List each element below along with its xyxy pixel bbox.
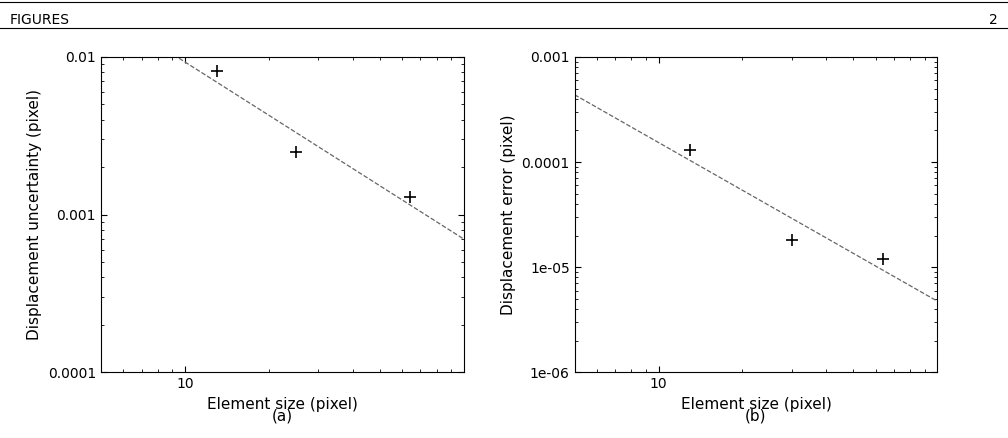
X-axis label: Element size (pixel): Element size (pixel) [207,397,358,412]
Y-axis label: Displacement error (pixel): Displacement error (pixel) [501,114,516,315]
Text: (b): (b) [745,409,767,424]
Y-axis label: Displacement uncertainty (pixel): Displacement uncertainty (pixel) [27,89,42,340]
X-axis label: Element size (pixel): Element size (pixel) [680,397,832,412]
Text: FIGURES: FIGURES [10,13,71,27]
Text: (a): (a) [272,409,292,424]
Text: 2: 2 [989,13,998,27]
